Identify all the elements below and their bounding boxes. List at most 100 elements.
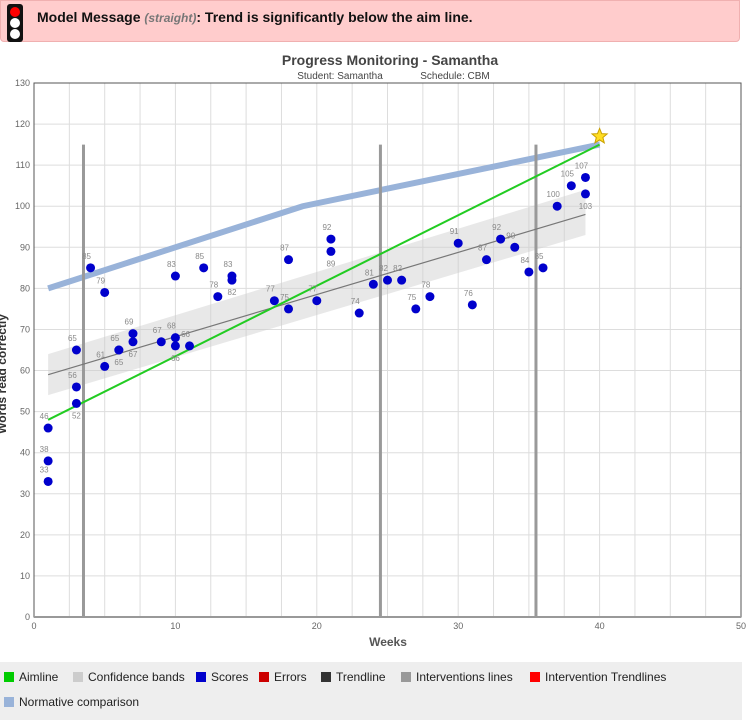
score-label: 65 [110,334,119,343]
x-tick-label: 40 [595,621,605,631]
score-label: 89 [326,259,335,268]
score-label: 75 [280,293,289,302]
legend-item[interactable]: Aimline [4,670,58,684]
score-label: 68 [167,322,176,331]
score-label: 81 [365,268,374,277]
score-label: 85 [535,252,544,261]
score-label: 56 [68,371,77,380]
y-tick-label: 120 [15,119,30,129]
model-message: Model Message (straight): Trend is signi… [37,9,473,25]
y-tick-label: 70 [20,324,30,334]
score-label: 85 [195,252,204,261]
legend-label: Normative comparison [19,695,140,709]
score-label: 65 [68,334,77,343]
legend-item[interactable]: Interventions lines [401,670,513,684]
score-label: 77 [308,285,317,294]
score-label: 79 [96,276,105,285]
score-point [170,341,180,351]
legend-swatch [259,672,269,682]
score-label: 67 [153,326,162,335]
traffic-light-icon [7,4,23,42]
score-point [552,201,562,211]
score-point [156,337,166,347]
score-label: 46 [40,412,49,421]
chart-legend: Aimline Confidence bands Scores Errors Trend… [0,662,742,720]
score-label: 82 [228,288,237,297]
legend-label: Scores [211,670,249,684]
score-point [354,308,364,318]
score-point [453,238,463,248]
normative-comparison-line [47,141,601,292]
y-tick-label: 110 [16,160,30,170]
score-point [467,300,477,310]
score-label: 78 [421,281,430,290]
legend-item[interactable]: Normative comparison [4,695,139,709]
score-label: 67 [129,350,138,359]
score-point [128,329,138,339]
score-point [411,304,421,314]
x-tick-label: 10 [170,621,180,631]
score-point [199,263,209,273]
confidence-band [48,189,586,396]
legend-label: Intervention Trendlines [545,670,667,684]
score-point [100,361,110,371]
score-label: 52 [72,411,81,420]
y-tick-label: 90 [20,242,30,252]
score-point [538,263,548,273]
score-label: 77 [266,285,275,294]
score-point [524,267,534,277]
legend-item[interactable]: Errors [259,670,307,684]
score-point [43,423,53,433]
legend-swatch [530,672,540,682]
score-point [397,275,407,285]
score-point [114,345,124,355]
legend-label: Errors [274,670,307,684]
legend-label: Confidence bands [88,670,185,684]
score-label: 92 [322,223,331,232]
legend-label: Interventions lines [416,670,513,684]
score-point [326,246,336,256]
score-label: 38 [40,445,49,454]
y-tick-label: 10 [20,571,30,581]
legend-item[interactable]: Intervention Trendlines [530,670,666,684]
score-label: 82 [379,264,388,273]
message-text: : Trend is significantly below the aim l… [196,9,473,25]
score-label: 84 [520,256,529,265]
score-point [510,242,520,252]
score-point [284,304,294,314]
score-point [100,287,110,297]
message-model: (straight) [144,11,197,25]
chart-title: Progress Monitoring - Samantha [282,52,498,68]
score-point [425,292,435,302]
legend-item[interactable]: Confidence bands [73,670,185,684]
score-label: 78 [209,281,218,290]
y-tick-label: 30 [20,489,30,499]
chart-subtitle-schedule: Schedule: CBM [420,71,489,82]
score-point [170,271,180,281]
score-label: 66 [171,354,180,363]
score-point [284,255,294,265]
legend-swatch [401,672,411,682]
score-label: 69 [125,318,134,327]
legend-swatch [4,697,14,707]
y-tick-label: 0 [25,612,30,622]
score-label: 85 [82,252,91,261]
y-tick-label: 100 [15,201,30,211]
legend-item[interactable]: Scores [196,670,248,684]
aimline [47,143,601,421]
legend-item[interactable]: Trendline [321,670,386,684]
score-point [43,456,53,466]
score-point [326,234,336,244]
score-point [580,189,590,199]
score-label: 75 [407,293,416,302]
score-point [71,382,81,392]
y-tick-label: 80 [20,283,30,293]
x-tick-label: 30 [453,621,463,631]
legend-swatch [196,672,206,682]
score-label: 82 [393,264,402,273]
y-tick-label: 50 [20,407,30,417]
score-label: 61 [96,350,105,359]
score-point [481,255,491,265]
score-label: 90 [506,231,515,240]
score-label: 91 [450,227,459,236]
